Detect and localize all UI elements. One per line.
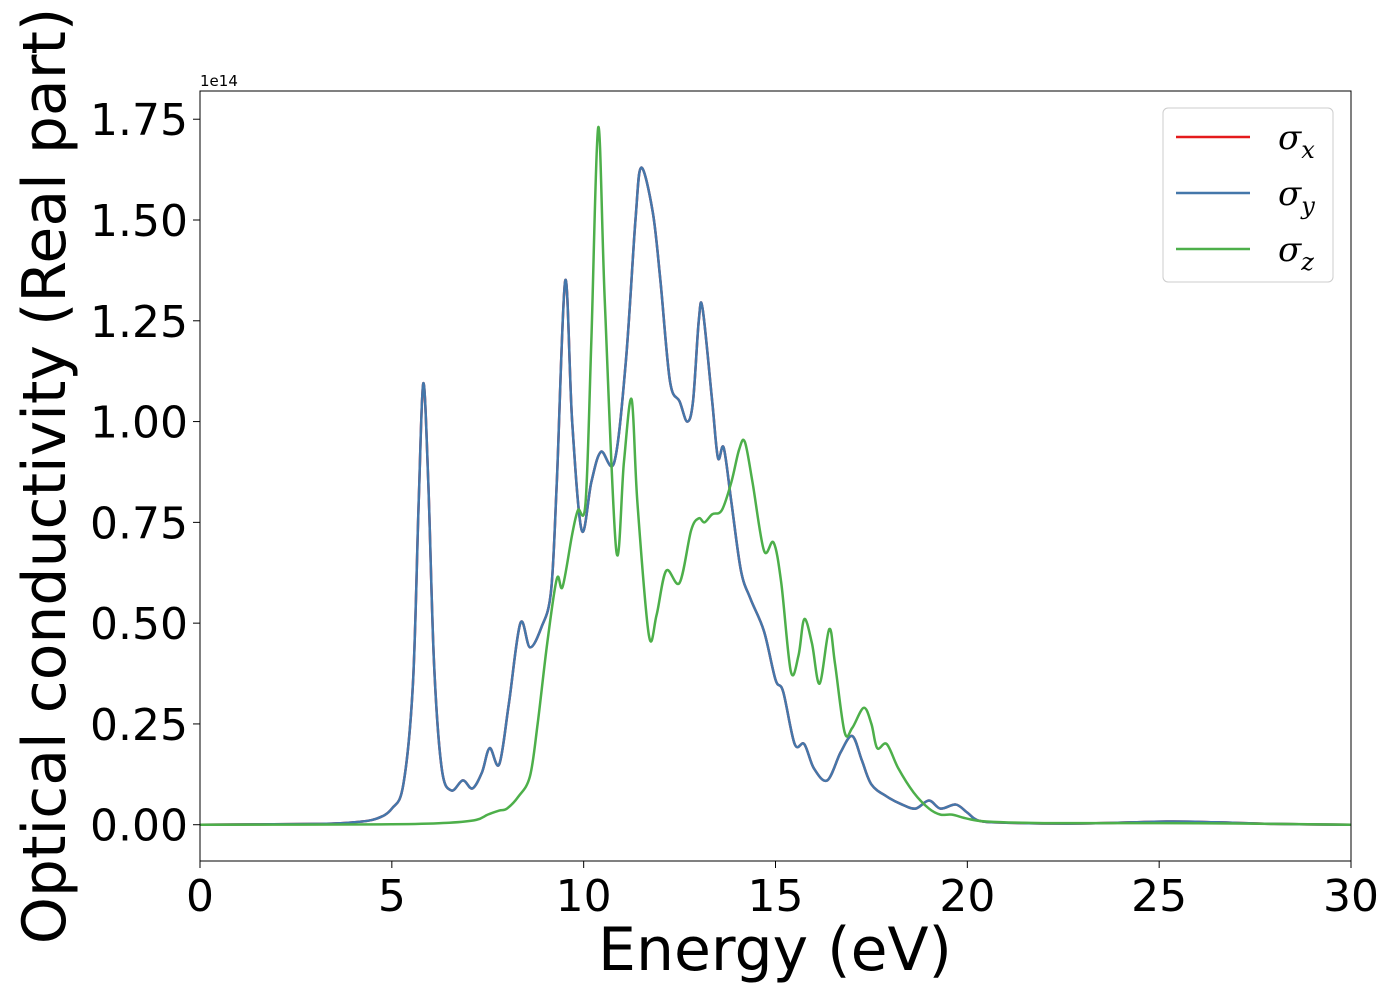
y-tick-label: 0.25 — [90, 700, 188, 751]
x-tick-label: 10 — [556, 871, 612, 922]
legend: σx σy σz — [1162, 107, 1334, 283]
y-tick-label: 1.00 — [90, 398, 188, 449]
series-line-y — [199, 166, 1352, 826]
x-axis-title: Energy (eV) — [598, 915, 952, 985]
x-tick-label: 15 — [748, 871, 804, 922]
legend-label-y: σy — [1278, 174, 1315, 220]
x-tick-label: 30 — [1323, 871, 1379, 922]
series-line-z — [199, 126, 1352, 826]
y-tick-label: 0.00 — [90, 801, 188, 852]
x-tick-label: 25 — [1131, 871, 1187, 922]
x-tick-label: 5 — [378, 871, 406, 922]
y-tick-label: 0.50 — [90, 599, 188, 650]
y-tick-label: 0.75 — [90, 498, 188, 549]
x-tick-label: 20 — [939, 871, 995, 922]
y-tick-label: 1.25 — [90, 297, 188, 348]
legend-label-x: σx — [1278, 118, 1315, 164]
x-tick-label: 0 — [186, 871, 214, 922]
y-tick-label: 1.75 — [90, 95, 188, 146]
legend-box — [1162, 107, 1334, 283]
series-layer — [199, 126, 1352, 826]
y-axis-ticks: 0.00 0.25 0.50 0.75 1.00 1.25 1.50 1.75 — [90, 95, 200, 852]
y-tick-label: 1.50 — [90, 196, 188, 247]
x-axis-ticks: 0 5 10 15 20 25 30 — [186, 861, 1379, 922]
y-offset-label: 1e14 — [200, 72, 238, 90]
legend-entries: σx σy σz — [1176, 118, 1315, 276]
y-axis-title: Optical conductivity (Real part) — [10, 8, 80, 945]
legend-label-z: σz — [1278, 230, 1314, 276]
